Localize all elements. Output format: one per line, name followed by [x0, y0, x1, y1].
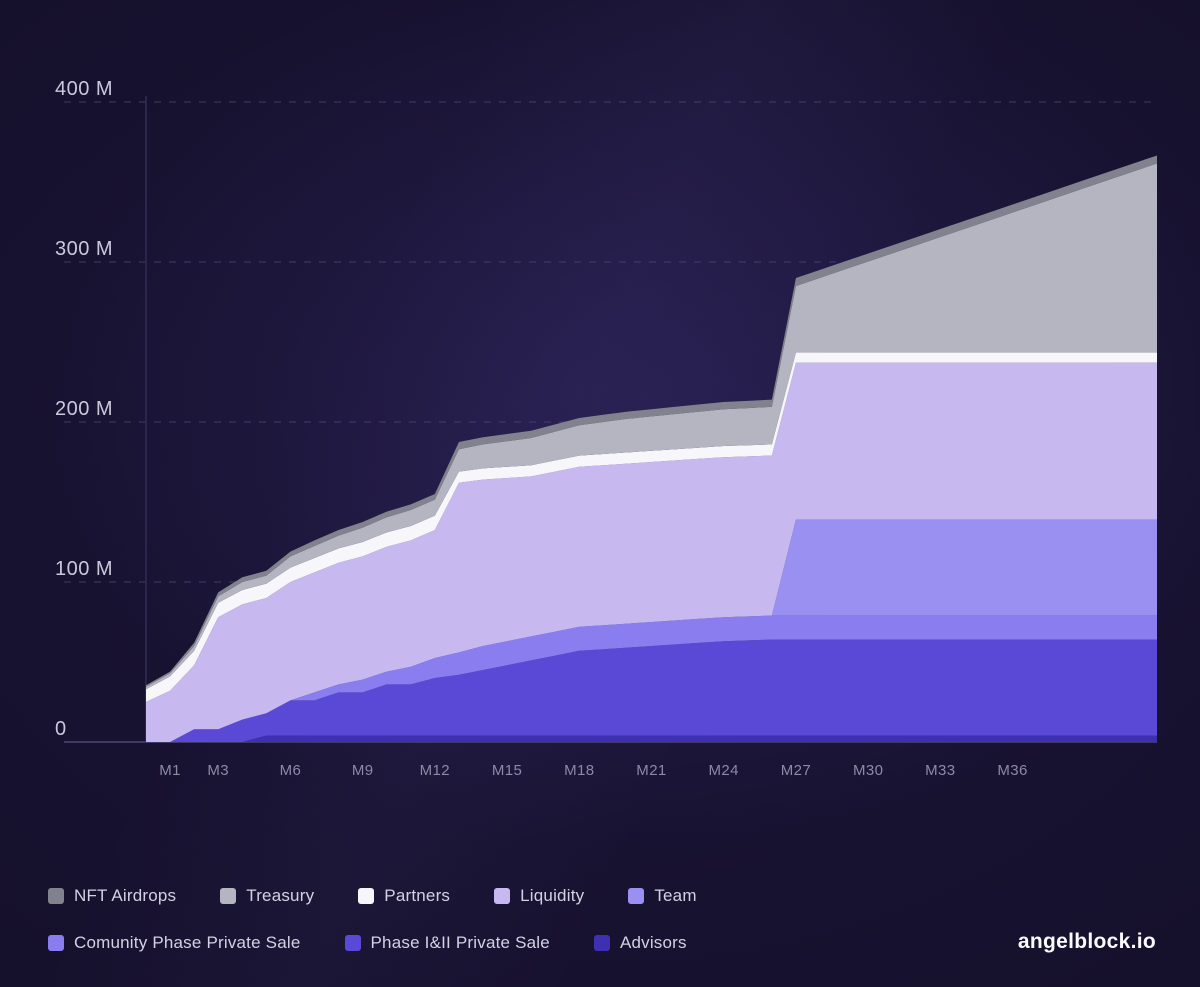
legend-item-phase-1-2-private-sale: Phase I&II Private Sale	[344, 933, 550, 953]
x-tick-label: M9	[352, 762, 374, 779]
x-tick-label: M3	[207, 762, 229, 779]
legend-swatch-advisors	[593, 935, 610, 951]
x-tick-label: M1	[159, 762, 181, 779]
x-tick-label: M6	[280, 762, 302, 779]
x-tick-label: M24	[709, 762, 739, 779]
legend-row-2: Comunity Phase Private Sale Phase I&II Pr…	[48, 933, 697, 953]
legend-label-nft-airdrops: NFT Airdrops	[74, 886, 177, 905]
x-tick-label: M15	[492, 762, 522, 779]
x-tick-label: M18	[564, 762, 594, 779]
legend-item-nft-airdrops: NFT Airdrops	[48, 886, 176, 906]
area-band-phase-1-2-private-sale	[146, 639, 1157, 742]
legend-item-partners: Partners	[358, 886, 450, 906]
legend-swatch-phase-1-2-private-sale	[344, 935, 361, 951]
y-tick-label: 200 M	[55, 398, 113, 420]
legend-label-liquidity: Liquidity	[520, 886, 585, 905]
legend-label-partners: Partners	[384, 886, 451, 905]
legend-item-advisors: Advisors	[593, 933, 687, 953]
y-tick-label: 100 M	[55, 558, 113, 580]
area-band-advisors	[146, 735, 1157, 742]
legend-item-community-phase-private-sale: Comunity Phase Private Sale	[48, 933, 301, 953]
x-tick-label: M30	[853, 762, 883, 779]
legend-label-community-phase-private-sale: Comunity Phase Private Sale	[74, 933, 301, 952]
legend-swatch-partners	[358, 888, 375, 904]
chart-legend: NFT Airdrops Treasury Partners Liquidity Tea…	[48, 886, 697, 980]
y-tick-label: 400 M	[55, 78, 113, 100]
x-tick-label: M36	[997, 762, 1027, 779]
x-tick-label: M33	[925, 762, 955, 779]
y-tick-label: 300 M	[55, 238, 113, 260]
area-band-liquidity	[146, 362, 1157, 742]
legend-swatch-nft-airdrops	[48, 888, 64, 904]
legend-swatch-team	[628, 888, 645, 904]
x-tick-label: M27	[781, 762, 811, 779]
legend-swatch-community-phase-private-sale	[48, 935, 64, 951]
x-tick-label: M12	[420, 762, 450, 779]
brand-link[interactable]: angelblock.io	[1017, 930, 1156, 953]
legend-item-treasury: Treasury	[220, 886, 314, 906]
area-band-community-phase-private-sale	[146, 615, 1157, 742]
legend-row-1: NFT Airdrops Treasury Partners Liquidity Tea…	[48, 886, 697, 906]
legend-label-treasury: Treasury	[246, 886, 315, 905]
legend-swatch-treasury	[220, 888, 237, 904]
legend-label-advisors: Advisors	[619, 933, 687, 952]
area-band-team	[146, 519, 1157, 742]
x-tick-label: M21	[636, 762, 666, 779]
legend-label-team: Team	[654, 886, 697, 905]
y-tick-label: 0	[55, 718, 67, 740]
vesting-area-chart: 400 M 300 M 200 M 100 M 0 M1 M3 M6 M9 M12 M15 M18 M2…	[55, 78, 1157, 779]
area-band-treasury	[146, 163, 1157, 690]
legend-label-phase-1-2-private-sale: Phase I&II Private Sale	[370, 933, 550, 952]
legend-swatch-liquidity	[494, 888, 511, 904]
legend-item-liquidity: Liquidity	[494, 886, 584, 906]
legend-item-team: Team	[628, 886, 697, 906]
